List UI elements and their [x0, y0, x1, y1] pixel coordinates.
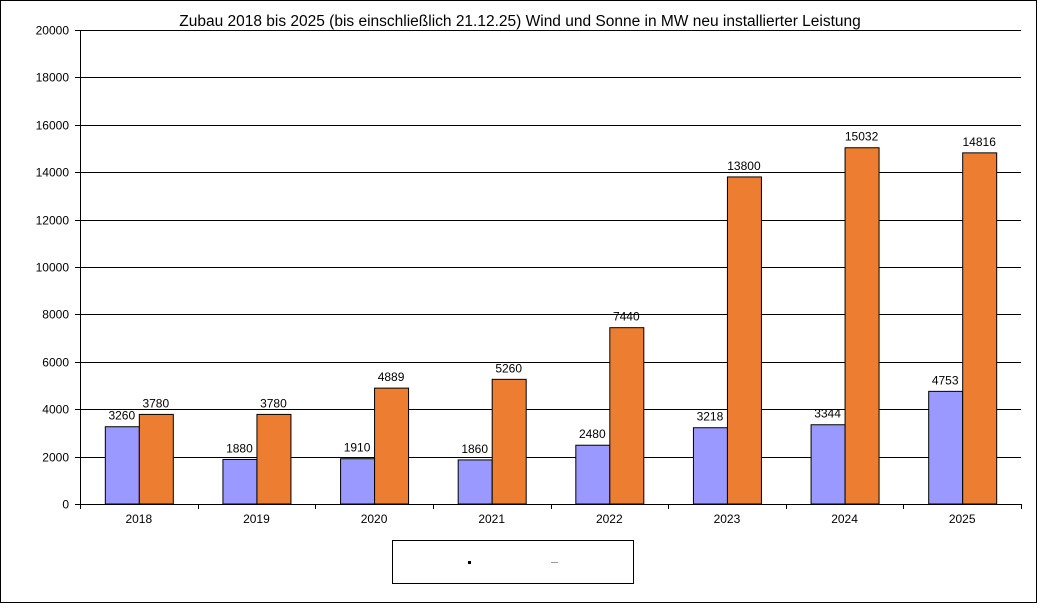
legend-box: [392, 540, 634, 584]
data-label: 3218: [697, 410, 724, 424]
bar-series-1: [810, 424, 846, 505]
y-tick-label: 10000: [36, 261, 70, 275]
y-tick-label: 20000: [36, 24, 70, 38]
bar-series-2: [609, 327, 645, 505]
x-tick-label: 2024: [831, 512, 858, 526]
bar-series-2: [491, 378, 527, 505]
bar-series-2: [726, 176, 762, 505]
x-tick-label: 2019: [243, 512, 270, 526]
x-tick-label: 2022: [596, 512, 623, 526]
data-label: 3780: [260, 396, 287, 410]
data-label: 7440: [613, 310, 640, 324]
data-label: 4753: [932, 373, 959, 387]
data-label: 1910: [344, 441, 371, 455]
bar-series-2: [844, 147, 880, 505]
bar-series-2: [138, 413, 174, 505]
x-tick-label: 2023: [714, 512, 741, 526]
data-label: 4889: [378, 370, 405, 384]
bar-series-2: [256, 413, 292, 505]
y-tick-label: 8000: [42, 308, 69, 322]
y-tick-label: 0: [62, 498, 69, 512]
legend-marker: [468, 561, 471, 564]
x-tick-label: 2021: [478, 512, 505, 526]
y-tick-label: 6000: [42, 356, 69, 370]
axes: 0 2000 4000 6000 8000 10000 12000 14000 16000 180…: [36, 24, 1022, 526]
bars: [104, 147, 998, 505]
y-tick-label: 2000: [42, 451, 69, 465]
chart-title: Zubau 2018 bis 2025 (bis einschließlich …: [179, 13, 861, 30]
data-label: 3260: [108, 409, 135, 423]
x-tick-label: 2018: [125, 512, 152, 526]
bar-series-1: [575, 444, 611, 505]
gridlines: [80, 30, 1021, 458]
y-tick-label: 4000: [42, 403, 69, 417]
data-labels: 3260 3780 1880 3780 1910 4889 1860 5260 2480 7440…: [108, 130, 996, 456]
bar-series-1: [692, 427, 728, 505]
y-tick-label: 18000: [36, 71, 70, 85]
bar-series-2: [962, 152, 998, 505]
data-label: 15032: [845, 130, 879, 144]
data-label: 1880: [226, 441, 253, 455]
data-label: 14816: [963, 135, 997, 149]
data-label: 3344: [814, 407, 841, 421]
bar-series-1: [222, 458, 258, 505]
x-tick-label: 2025: [949, 512, 976, 526]
y-tick-label: 16000: [36, 119, 70, 133]
y-tick-label: 14000: [36, 166, 70, 180]
data-label: 1860: [461, 442, 488, 456]
bar-series-1: [457, 459, 493, 505]
bar-series-1: [340, 458, 376, 505]
bar-series-1: [104, 426, 140, 505]
x-tick-label: 2020: [361, 512, 388, 526]
data-label: 2480: [579, 427, 606, 441]
y-tick-label: 12000: [36, 214, 70, 228]
bar-series-1: [928, 390, 964, 505]
bar-series-2: [374, 387, 410, 505]
data-label: 13800: [727, 159, 761, 173]
data-label: 3780: [142, 396, 169, 410]
data-label: 5260: [495, 361, 522, 375]
